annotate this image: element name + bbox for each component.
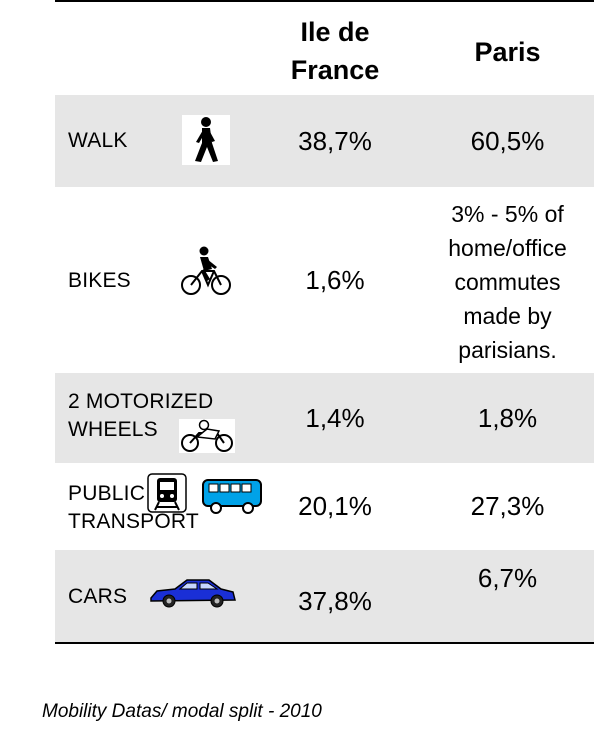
mode-label-line: WHEELS [68,418,158,441]
mode-label-line: TRANSPORT [68,510,199,533]
bikes-paris-line: home/office [448,235,567,261]
header-paris: Paris [474,37,541,67]
table-row-cars: CARS 37,8% 6,7% [55,550,594,642]
bus-icon [202,479,262,514]
cyclist-icon [181,246,231,295]
public-transport-idf-value: 20,1% [298,491,372,521]
car-icon [150,579,236,608]
mode-label-public-transport: PUBLIC TRANSPORT [68,480,199,536]
table-row-motorized: 2 MOTORIZED WHEELS 1,4% 1,8% [55,373,594,463]
walk-paris-value: 60,5% [470,125,545,156]
mode-label-walk: WALK [68,129,128,152]
mode-label-line: PUBLIC [68,482,146,505]
modal-split-table: Ile de France Paris WALK 38,7% 60,5% BIK… [55,0,594,644]
bikes-idf-value: 1,6% [305,264,365,295]
table-row-walk: WALK 38,7% 60,5% [55,95,594,187]
bikes-paris-line: 3% - 5% of [451,201,564,227]
header-idf-line2: France [290,55,380,85]
motorized-idf-value: 1,4% [305,402,365,433]
cars-idf-value: 37,8% [298,585,372,616]
mode-label-line: 2 MOTORIZED [68,390,214,413]
mode-label-motorized: 2 MOTORIZED WHEELS [68,388,213,444]
mode-label-bikes: BIKES [68,269,131,292]
walk-idf-value: 38,7% [298,125,372,156]
motorized-paris-value: 1,8% [477,402,538,433]
table-row-public-transport: PUBLIC TRANSPORT 20,1% 27,3% [55,463,594,550]
bikes-paris-line: made by [463,303,552,329]
header-ile-de-france: Ile de France [260,12,410,90]
bikes-paris-value: 3% - 5% of home/office commutes made by … [430,197,585,367]
bikes-paris-line: commutes [454,269,561,295]
header-idf-line1: Ile de [300,17,370,47]
mode-label-cars: CARS [68,585,128,608]
bikes-paris-line: parisians. [458,337,557,363]
train-icon [147,473,187,513]
public-transport-paris-value: 27,3% [470,491,545,521]
header-row: Ile de France Paris [55,2,594,95]
caption: Mobility Datas/ modal split - 2010 [42,701,322,722]
walking-person-icon [182,115,230,165]
motorcycle-icon [179,419,235,453]
table-row-bikes: BIKES 1,6% 3% - 5% of home/office commut… [55,187,594,373]
cars-paris-value: 6,7% [477,562,538,593]
